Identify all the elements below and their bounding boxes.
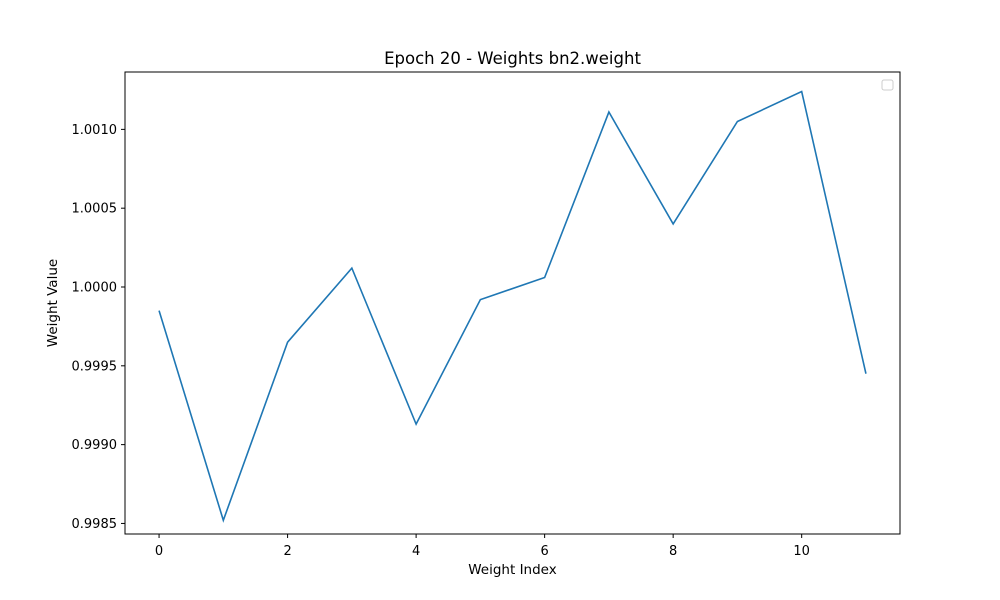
y-axis-label: Weight Value (45, 259, 61, 347)
x-tick-label: 4 (412, 544, 420, 559)
y-tick-label: 0.9985 (72, 517, 118, 532)
x-tick-label: 10 (793, 544, 810, 559)
legend-box (881, 79, 894, 91)
x-axis-label: Weight Index (468, 562, 557, 578)
series-line (158, 90, 867, 523)
x-tick-label: 0 (155, 544, 163, 559)
y-tick-label: 1.0005 (72, 202, 118, 217)
x-tick-label: 8 (669, 544, 677, 559)
y-tick-label: 1.0000 (72, 281, 118, 296)
x-tick-label: 6 (540, 544, 548, 559)
plot-frame (124, 71, 901, 535)
x-tick-label: 2 (283, 544, 291, 559)
plot-area: 0 2 4 6 8 10 0.9985 0.9990 0.9995 1.0000 1.0005 1.0… (72, 71, 901, 559)
chart-title: Epoch 20 - Weights bn2.weight (384, 49, 641, 68)
y-tick-label: 0.9990 (72, 438, 118, 453)
y-tick-label: 0.9995 (72, 359, 118, 374)
y-tick-label: 1.0010 (72, 123, 118, 138)
